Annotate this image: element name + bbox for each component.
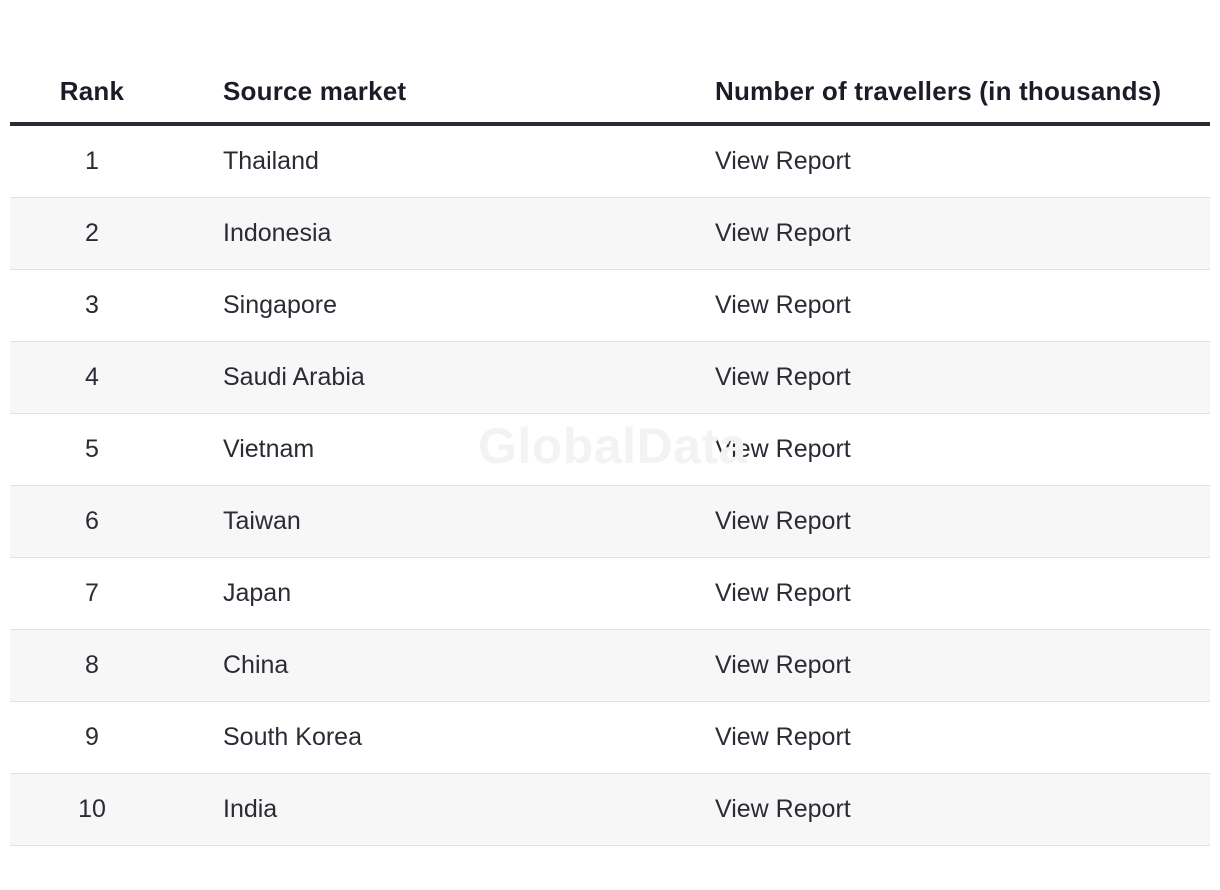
- table-row: 6 Taiwan View Report: [10, 486, 1210, 558]
- market-cell: Japan: [223, 579, 292, 607]
- table-row: 5 Vietnam View Report: [10, 414, 1210, 486]
- table-row: 3 Singapore View Report: [10, 270, 1210, 342]
- view-report-link[interactable]: View Report: [715, 219, 851, 247]
- view-report-link[interactable]: View Report: [715, 579, 851, 607]
- market-cell: Saudi Arabia: [223, 363, 365, 391]
- table-row: 4 Saudi Arabia View Report: [10, 342, 1210, 414]
- view-report-link[interactable]: View Report: [715, 723, 851, 751]
- view-report-link[interactable]: View Report: [715, 363, 851, 391]
- rank-cell: 4: [85, 363, 99, 391]
- rank-cell: 1: [85, 147, 99, 175]
- table-row: 8 China View Report: [10, 630, 1210, 702]
- rank-cell: 10: [78, 795, 106, 823]
- market-cell: India: [223, 795, 278, 823]
- table-body: 1 Thailand View Report 2 Indonesia View …: [10, 126, 1210, 846]
- table-row: 2 Indonesia View Report: [10, 198, 1210, 270]
- market-cell: Indonesia: [223, 219, 332, 247]
- view-report-link[interactable]: View Report: [715, 795, 851, 823]
- table-row: 1 Thailand View Report: [10, 126, 1210, 198]
- view-report-link[interactable]: View Report: [715, 291, 851, 319]
- market-cell: China: [223, 651, 289, 679]
- header-number-of-travellers: Number of travellers (in thousands): [715, 75, 1162, 106]
- header-source-market: Source market: [223, 75, 407, 106]
- rank-cell: 2: [85, 219, 99, 247]
- table-row: 7 Japan View Report: [10, 558, 1210, 630]
- rank-cell: 7: [85, 579, 99, 607]
- table-header: Rank Source market Number of travellers …: [10, 60, 1210, 126]
- market-cell: Thailand: [223, 147, 319, 175]
- rank-cell: 3: [85, 291, 99, 319]
- table-row: 9 South Korea View Report: [10, 702, 1210, 774]
- market-cell: Taiwan: [223, 507, 301, 535]
- view-report-link[interactable]: View Report: [715, 507, 851, 535]
- market-cell: South Korea: [223, 723, 362, 751]
- header-rank: Rank: [59, 75, 125, 106]
- view-report-link[interactable]: View Report: [715, 651, 851, 679]
- view-report-link[interactable]: View Report: [715, 435, 851, 463]
- market-cell: Singapore: [223, 291, 337, 319]
- rank-cell: 9: [85, 723, 99, 751]
- source-market-table: Rank Source market Number of travellers …: [10, 60, 1210, 846]
- view-report-link[interactable]: View Report: [715, 147, 851, 175]
- rank-cell: 8: [85, 651, 99, 679]
- market-cell: Vietnam: [223, 435, 315, 463]
- rank-cell: 6: [85, 507, 99, 535]
- rank-cell: 5: [85, 435, 99, 463]
- table-row: 10 India View Report: [10, 774, 1210, 846]
